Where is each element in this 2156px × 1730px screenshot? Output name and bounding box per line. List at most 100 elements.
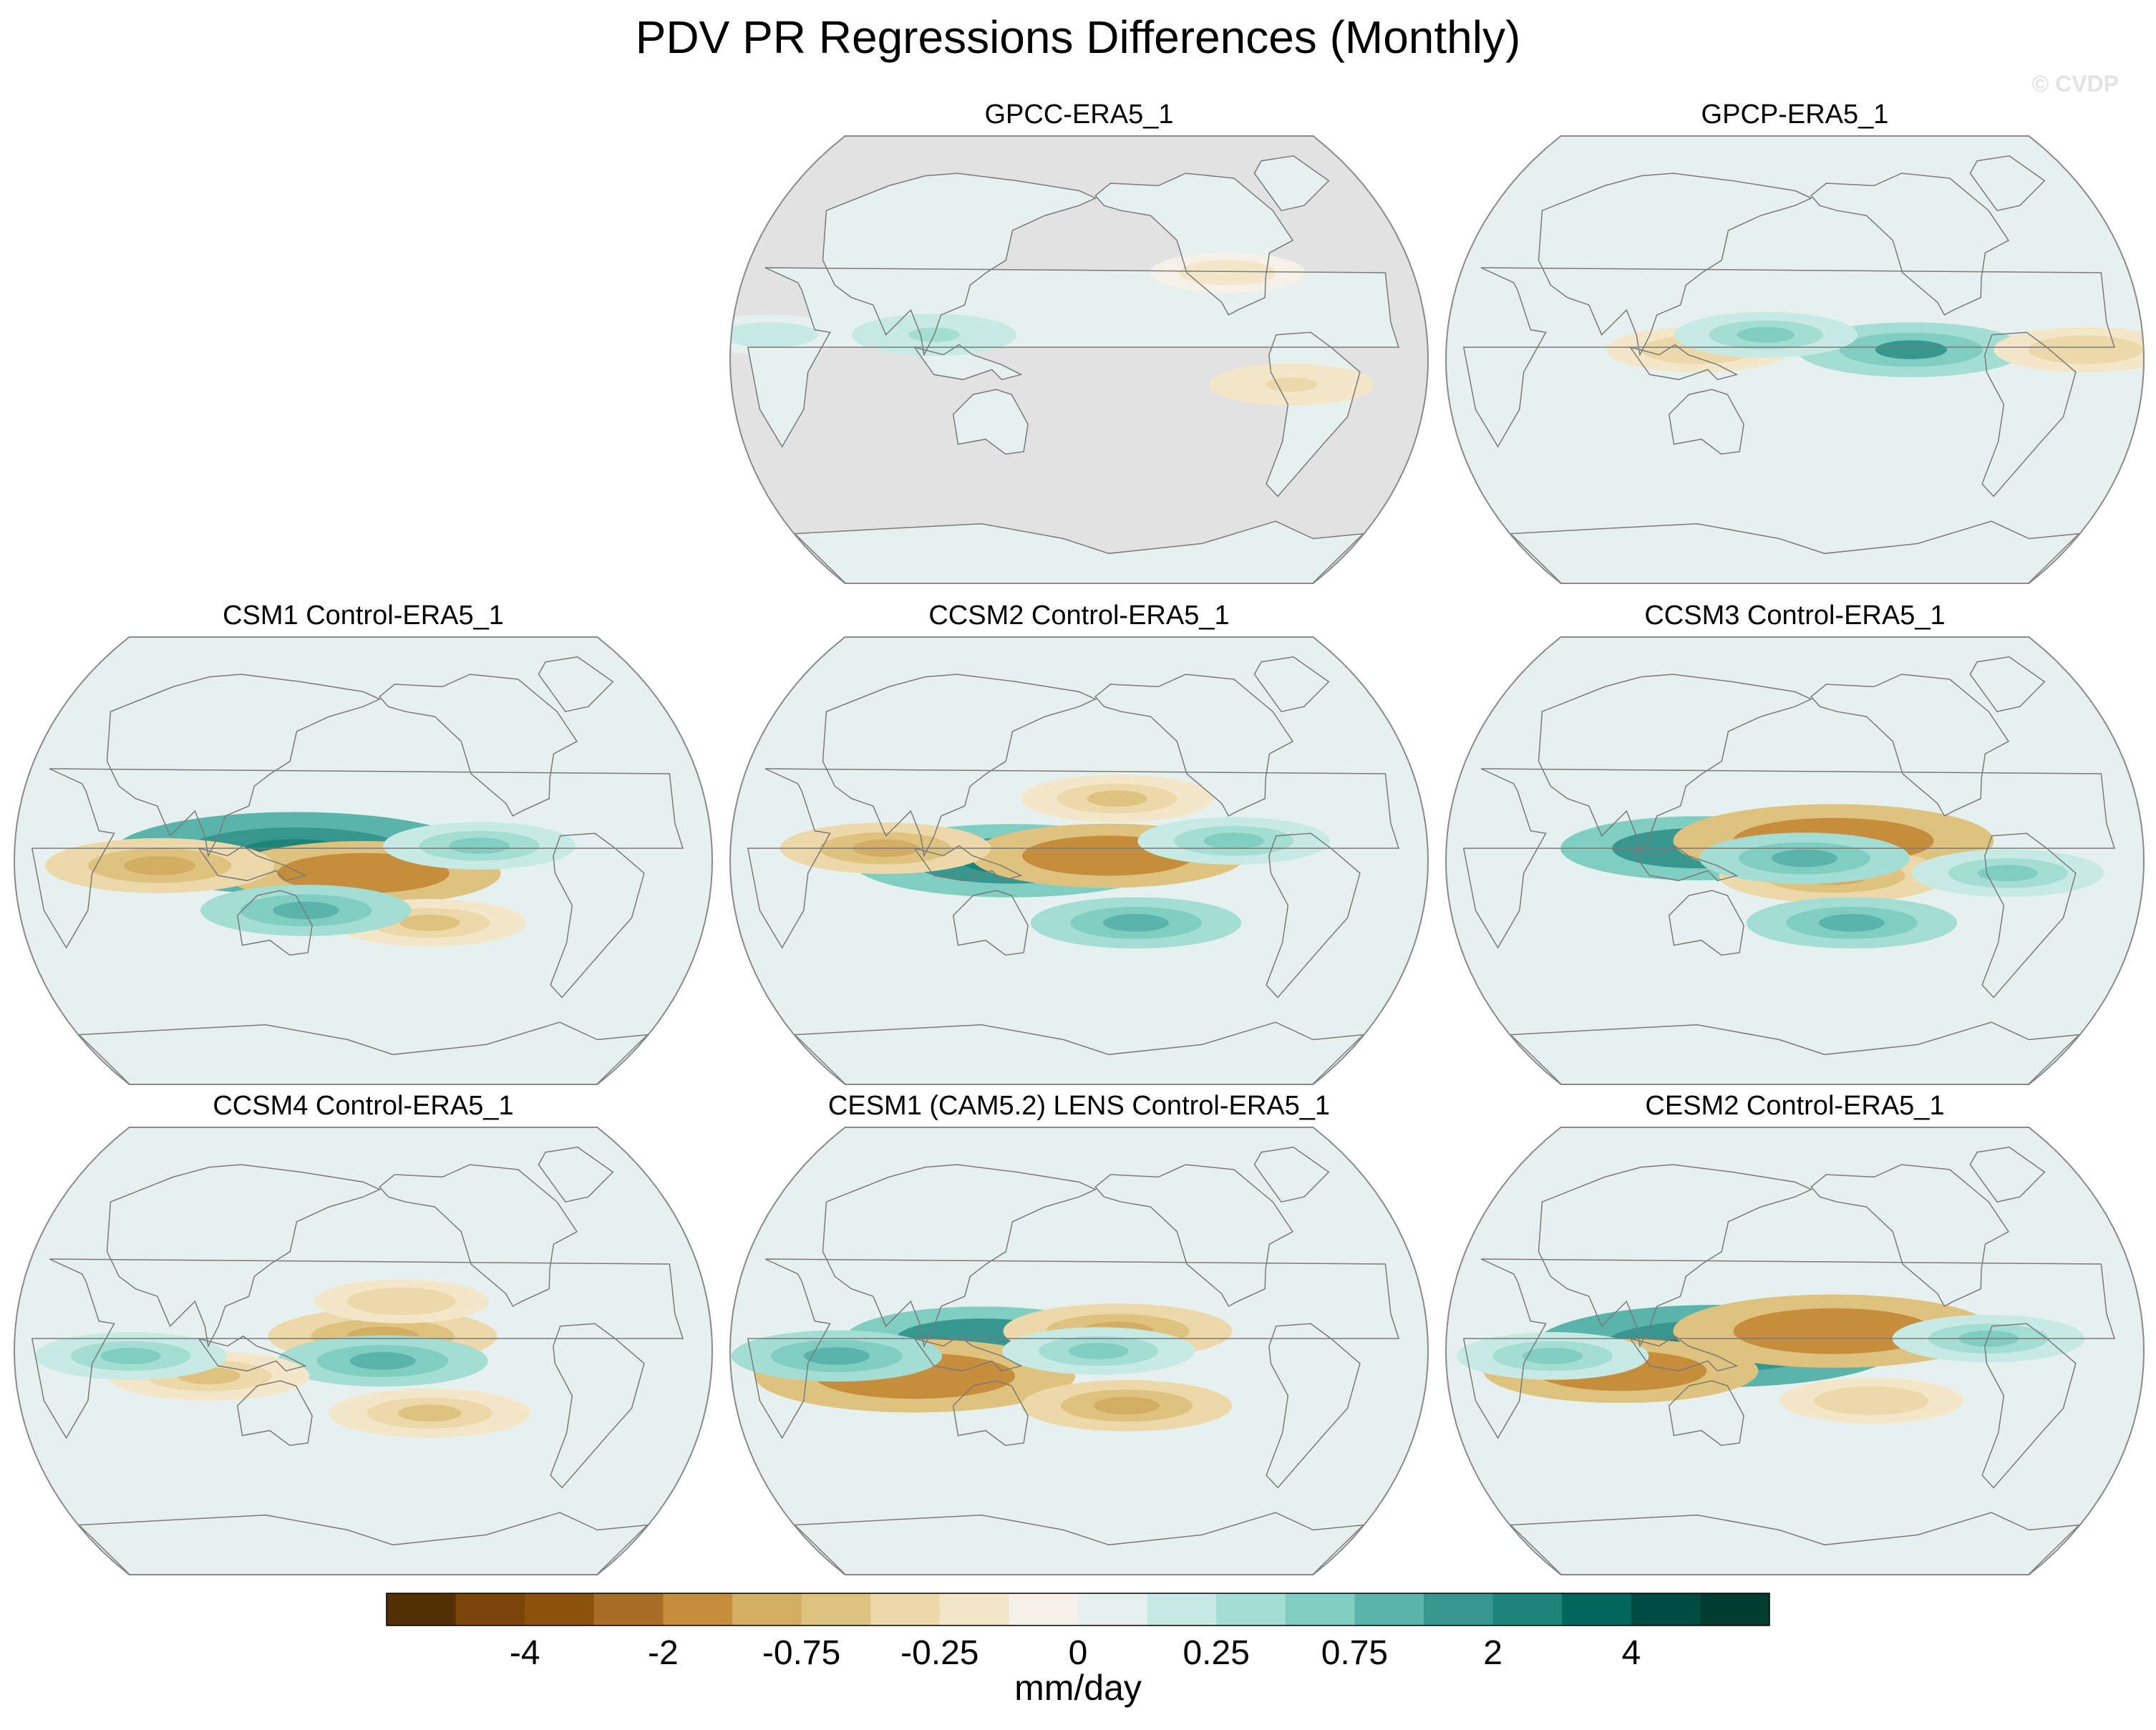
coastline-antarctica [77, 1512, 649, 1575]
field-layer [1446, 136, 2144, 583]
coastline-eurasia-east [822, 172, 1097, 356]
anomaly-core [1783, 1318, 1884, 1344]
coastline-greenland [1253, 155, 1330, 212]
anomaly-core [1103, 913, 1170, 932]
coastline-indonesia [197, 845, 307, 882]
colorbar-frame [386, 1593, 1770, 1626]
coastline-africa [747, 1258, 1400, 1439]
colorbar-swatch [663, 1593, 733, 1625]
colorbar-swatch [1147, 1593, 1217, 1625]
anomaly-core [1094, 1396, 1160, 1415]
map-outline [1444, 1127, 2145, 1575]
coastline-australia [952, 1380, 1029, 1447]
anomaly-core [2057, 341, 2114, 358]
cvdp-watermark: © CVDP [2032, 71, 2119, 97]
map-panel: CSM1 Control-ERA5_1 [13, 601, 714, 1085]
map-outline [729, 135, 1429, 584]
map-outline [1444, 636, 2145, 1085]
coastline-indonesia [913, 344, 1023, 381]
coastline-africa [747, 768, 1400, 949]
anomaly-core [804, 1347, 870, 1365]
anomaly-core [124, 856, 196, 875]
field-layer [1446, 637, 2144, 1084]
coastline-antarctica [793, 1512, 1365, 1575]
colorbar-tick-label: 0.25 [1183, 1634, 1249, 1672]
colorbar-swatch [1078, 1593, 1148, 1625]
anomaly-core [399, 914, 460, 931]
coastline-eurasia-east [1538, 1164, 1813, 1348]
coastline-indonesia [1628, 344, 1739, 381]
anomaly-core [1523, 1348, 1583, 1364]
anomaly-core [349, 1352, 416, 1370]
anomaly-core [1068, 1343, 1129, 1359]
colorbar-swatch [525, 1593, 595, 1625]
anomaly-core [1875, 340, 1947, 359]
anomaly-core [745, 328, 795, 342]
coastline-eurasia-east [106, 674, 382, 857]
colorbar: -4 -2 -0.75 -0.25 0 0.25 0.75 2 4 [386, 1593, 1770, 1672]
coastline-north-america [1094, 1164, 1294, 1308]
colorbar-swatch [1424, 1593, 1494, 1625]
colorbar-swatch [1700, 1593, 1770, 1625]
colorbar-swatch [1354, 1593, 1424, 1625]
coastline-greenland [1969, 155, 2046, 212]
anomaly-core [374, 1293, 429, 1309]
anomaly-core [100, 1348, 161, 1364]
anomaly-core [1266, 377, 1318, 392]
coastline-eurasia-east [822, 674, 1097, 857]
coastline-indonesia [913, 1335, 1023, 1372]
coastline-antarctica [1509, 520, 2081, 583]
anomaly-core [1203, 832, 1264, 850]
anomaly-core [1819, 913, 1885, 932]
field-layer [730, 136, 1428, 583]
panel-title: CCSM2 Control-ERA5_1 [928, 601, 1229, 631]
field-layer [14, 1127, 712, 1575]
coastline-antarctica [793, 1021, 1365, 1084]
coastline-eurasia-east [822, 1164, 1097, 1348]
colorbar-tick-label: 2 [1483, 1634, 1502, 1672]
coastline-antarctica [1509, 1512, 2081, 1575]
colorbar-tick-label: -2 [648, 1634, 679, 1672]
colorbar-swatch [593, 1593, 664, 1625]
map-outline [729, 636, 1429, 1085]
colorbar-tick-label: -0.75 [762, 1634, 840, 1672]
coastline-antarctica [77, 1021, 649, 1084]
coastline-eurasia-east [106, 1164, 382, 1348]
land-area [914, 344, 1021, 380]
anomaly-core [273, 901, 339, 920]
coastline-greenland [1969, 656, 2046, 713]
coastline-greenland [1253, 656, 1330, 713]
coastline-north-america [379, 1164, 578, 1308]
coastline-antarctica [793, 520, 1365, 583]
anomaly-core [1978, 865, 2039, 882]
field-layer [1446, 1127, 2144, 1575]
colorbar-swatch [1562, 1593, 1632, 1625]
map-outline [13, 1127, 714, 1575]
coastline-antarctica [1509, 1021, 2081, 1084]
coastline-australia [236, 890, 313, 956]
anomaly-core [1087, 790, 1147, 807]
coastline-north-america [1810, 172, 2010, 316]
coastline-north-america [1094, 674, 1294, 817]
coastline-north-america [1810, 1164, 2010, 1308]
map-panel: CCSM2 Control-ERA5_1 [729, 601, 1429, 1085]
colorbar-tick-label: -0.25 [900, 1634, 979, 1672]
coastline-australia [236, 1380, 313, 1447]
anomaly-core [398, 1404, 462, 1422]
map-panel: CCSM4 Control-ERA5_1 [13, 1091, 714, 1575]
coastline-indonesia [197, 1335, 307, 1372]
coastline-north-america [1810, 674, 2010, 817]
anomaly-core [1842, 1392, 1900, 1409]
coastline-eurasia-east [1538, 674, 1813, 857]
coastline-australia [1668, 1380, 1744, 1447]
map-panel: CCSM3 Control-ERA5_1 [1444, 601, 2145, 1085]
coastline-africa [31, 768, 684, 949]
map-outline [729, 1127, 1429, 1575]
anomaly-core [1737, 326, 1795, 343]
coastline-australia [952, 389, 1029, 455]
land-area [1254, 155, 1329, 211]
colorbar-swatch [1216, 1593, 1286, 1625]
coastline-australia [952, 890, 1029, 956]
panel-title: CCSM3 Control-ERA5_1 [1644, 601, 1945, 631]
coastline-indonesia [1628, 845, 1739, 882]
